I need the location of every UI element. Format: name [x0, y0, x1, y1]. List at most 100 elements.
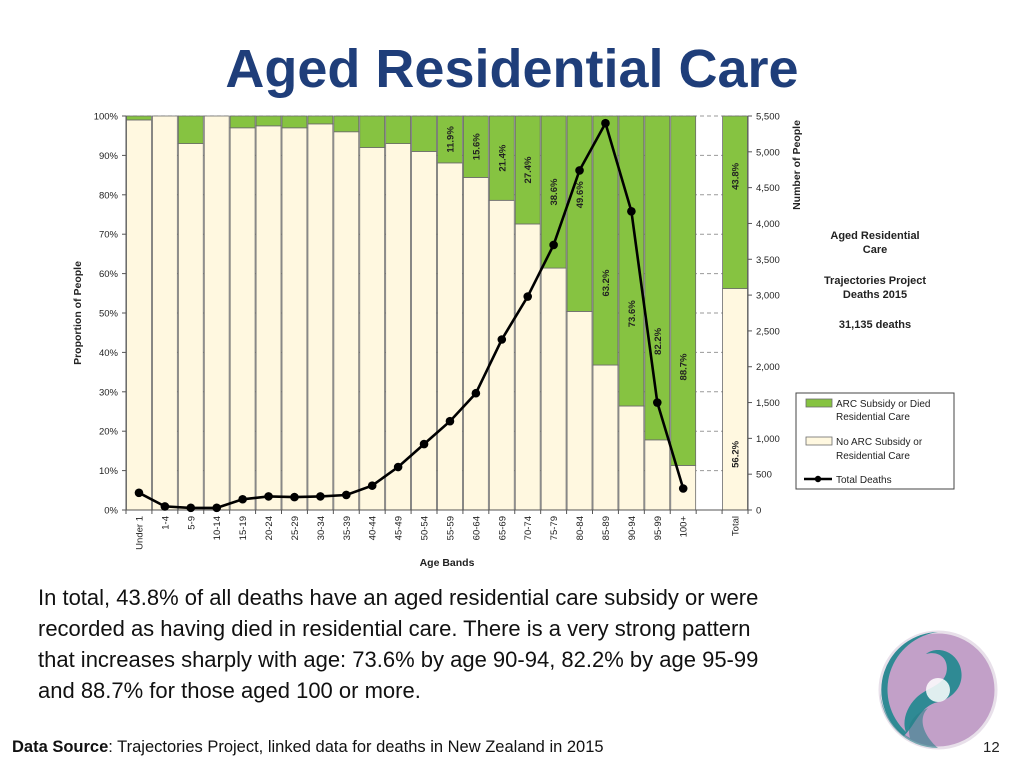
y-tick-label: 70%: [99, 230, 119, 241]
footer-text: : Trajectories Project, linked data for …: [108, 738, 604, 756]
y-tick-label: 20%: [99, 427, 119, 438]
bar-arc: [670, 115, 697, 466]
y-tick-label: 30%: [99, 387, 119, 398]
data-label: 27.4%: [523, 156, 534, 183]
y-tick-label: 10%: [99, 466, 119, 477]
bar-arc: [333, 115, 360, 133]
bar-arc: [255, 115, 282, 127]
y2-tick-label: 3,500: [756, 255, 780, 266]
bar-no-arc: [281, 127, 308, 511]
legend-label: Residential Care: [836, 451, 910, 462]
body-line: and 88.7% for those aged 100 or more.: [38, 678, 421, 703]
y-tick-label: 90%: [99, 151, 119, 162]
bar-no-arc: [514, 223, 541, 511]
bar-no-arc: [411, 151, 437, 511]
bar-arc: [437, 115, 463, 164]
bar-arc: [411, 115, 437, 152]
total-deaths-point: [549, 240, 558, 250]
x-tick-label: Under 1: [134, 516, 145, 550]
total-deaths-point: [290, 492, 299, 502]
bar-no-arc: [126, 119, 152, 511]
y2-tick-label: 4,000: [756, 219, 780, 230]
y2-tick-label: 1,000: [756, 434, 780, 445]
data-label: 38.6%: [549, 178, 560, 205]
y2-tick-label: 3,000: [756, 291, 780, 302]
y2-tick-label: 4,500: [756, 183, 780, 194]
total-deaths-point: [341, 490, 351, 500]
x-tick-label: 50-54: [420, 516, 431, 540]
y-tick-label: 60%: [99, 269, 119, 280]
y2-axis-title: Number of People: [791, 120, 803, 210]
total-deaths-point: [186, 503, 196, 513]
chart-bars: [126, 115, 748, 511]
bar-arc: [307, 115, 334, 125]
annotation-text: Aged Residential: [830, 230, 919, 242]
y2-tick-label: 500: [756, 470, 772, 481]
y-tick-label: 40%: [99, 348, 119, 359]
bar-no-arc: [307, 123, 334, 511]
bar-arc: [281, 115, 308, 129]
x-tick-label: 10-14: [212, 516, 223, 540]
total-deaths-point: [419, 439, 429, 449]
chart-labels: 11.9% 15.6% 21.4% 27.4% 38.6% 49.6% 63.2% 73.6%…: [445, 126, 926, 468]
data-label: 56.2%: [731, 440, 742, 467]
annotation-text: Trajectories Project: [824, 275, 926, 287]
total-deaths-point: [238, 494, 247, 504]
bar-no-arc: [385, 143, 411, 511]
slide-title: Aged Residential Care: [225, 39, 799, 99]
x-tick-label: 45-49: [394, 516, 405, 540]
y-tick-label: 100%: [94, 112, 119, 123]
x-tick-label: 5-9: [186, 516, 197, 530]
stacked-bar-chart: 0% 10% 20% 30% 40% 50% 60% 70% 80% 90% 100% 0 500 1,0…: [72, 112, 955, 569]
y2-tick-label: 2,000: [756, 362, 780, 373]
total-deaths-point: [627, 206, 636, 216]
x-tick-label: 30-34: [316, 516, 327, 540]
body-line: recorded as having died in residential c…: [38, 616, 751, 641]
total-deaths-point: [471, 388, 481, 398]
bar-arc: [618, 115, 645, 407]
total-deaths-point: [678, 484, 688, 493]
bar-arc: [463, 115, 489, 178]
data-label: 63.2%: [601, 269, 612, 296]
total-deaths-point: [601, 118, 610, 128]
y2-tick-label: 0: [756, 506, 761, 517]
bar-arc: [644, 115, 671, 441]
bar-no-arc: [203, 115, 230, 511]
total-deaths-line: [138, 119, 685, 510]
x-tick-label: 75-79: [549, 516, 560, 540]
x-tick-label: 1-4: [160, 516, 171, 530]
bar-arc: [722, 115, 748, 289]
total-deaths-point: [316, 492, 325, 501]
data-label: 43.8%: [731, 162, 742, 189]
legend-label: Total Deaths: [836, 475, 892, 486]
x-tick-label: 40-44: [368, 516, 379, 540]
x-tick-label: 90-94: [627, 516, 638, 540]
bar-no-arc: [229, 127, 256, 511]
x-tick-label: 60-64: [471, 516, 482, 540]
x-tick-label: 55-59: [445, 516, 456, 540]
y2-tick-label: 5,500: [756, 112, 780, 123]
total-deaths-point: [652, 398, 662, 407]
data-label: 49.6%: [575, 181, 586, 208]
legend-swatch-no-arc: [805, 436, 833, 446]
bar-no-arc: [333, 131, 360, 511]
x-tick-label: 85-89: [601, 516, 612, 540]
bar-arc: [566, 115, 593, 312]
total-deaths-point: [575, 166, 584, 175]
chart-line-series: [134, 118, 688, 513]
legend-label: No ARC Subsidy or: [836, 437, 923, 448]
bar-arc: [126, 115, 152, 121]
data-label: 11.9%: [445, 126, 456, 153]
data-label: 15.6%: [471, 133, 482, 160]
bar-no-arc: [255, 125, 282, 511]
body-line: In total, 43.8% of all deaths have an ag…: [38, 585, 759, 610]
bar-no-arc: [566, 311, 593, 511]
logo-swirl-icon: [878, 630, 998, 750]
bar-arc: [488, 115, 515, 201]
x-tick-label: 70-74: [523, 516, 534, 540]
bar-arc: [229, 115, 256, 129]
body-line: that increases sharply with age: 73.6% b…: [38, 647, 759, 672]
y-tick-label: 80%: [99, 190, 119, 201]
x-tick-label: 65-69: [497, 516, 508, 540]
y2-tick-label: 5,000: [756, 147, 780, 158]
